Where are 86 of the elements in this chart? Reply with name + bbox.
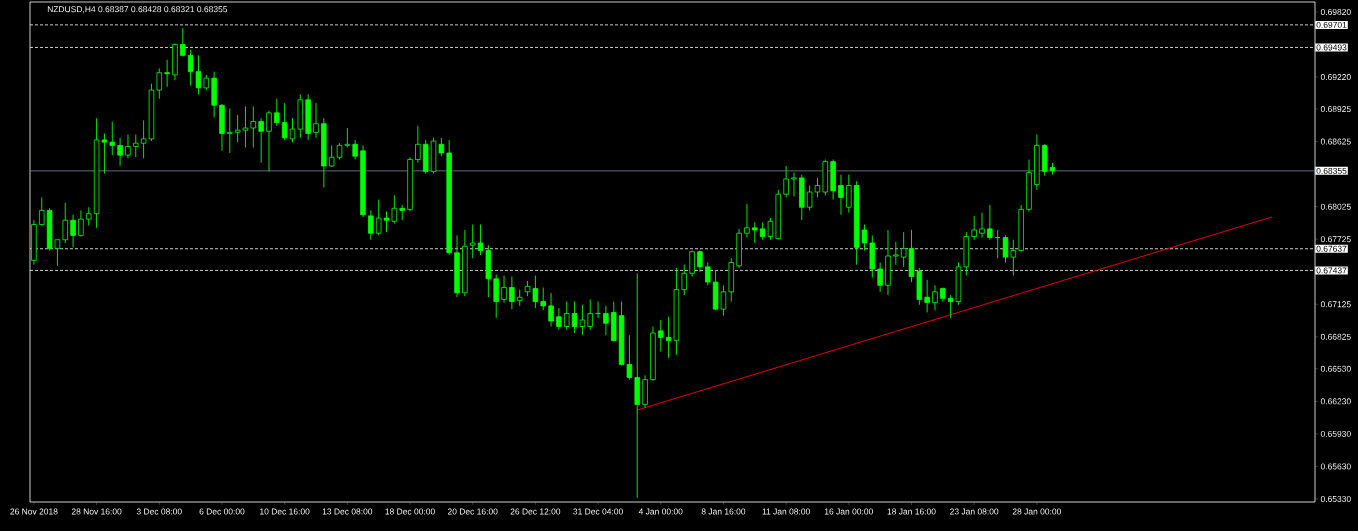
candlestick xyxy=(62,202,69,244)
y-tick-label: 0.66530 xyxy=(1320,365,1351,372)
chart-title: NZDUSD,H4 0.68387 0.68428 0.68321 0.68355 xyxy=(47,6,228,14)
ref-line-label: 0.69493 xyxy=(1316,44,1347,51)
candlestick xyxy=(548,292,554,327)
candlestick xyxy=(313,102,319,139)
candlestick xyxy=(415,125,421,164)
y-tick-label: 0.66825 xyxy=(1320,333,1351,340)
candlestick xyxy=(987,204,993,241)
x-tick-label: 26 Nov 2018 xyxy=(10,508,58,515)
candlestick xyxy=(375,199,382,236)
candlestick xyxy=(180,27,186,57)
candlestick xyxy=(133,134,139,158)
x-tick-label: 23 Jan 08:00 xyxy=(950,508,999,515)
candlestick xyxy=(932,284,938,311)
candlestick xyxy=(227,108,233,154)
candlestick xyxy=(70,214,76,248)
candlestick xyxy=(509,276,515,310)
x-tick-label: 10 Dec 16:00 xyxy=(260,508,310,515)
candlestick xyxy=(979,212,985,239)
candlestick xyxy=(164,59,170,88)
candlestick xyxy=(556,307,562,331)
candlestick xyxy=(368,210,374,241)
candlestick xyxy=(705,262,711,286)
x-tick-label: 31 Dec 04:00 xyxy=(573,508,623,515)
x-tick-label: 16 Jan 00:00 xyxy=(824,508,873,515)
x-tick-label: 4 Jan 00:00 xyxy=(638,508,683,515)
candlestick xyxy=(603,305,609,336)
y-tick-label: 0.69220 xyxy=(1320,74,1351,81)
candlestick xyxy=(250,105,257,148)
x-tick-label: 3 Dec 08:00 xyxy=(136,508,182,515)
candlestick xyxy=(117,137,123,167)
y-tick-label: 0.68025 xyxy=(1320,203,1351,210)
candlestick xyxy=(125,134,131,159)
candlestick xyxy=(689,250,695,278)
candlestick xyxy=(752,221,758,244)
candlestick xyxy=(540,287,546,311)
candlestick xyxy=(39,196,45,227)
x-tick-label: 28 Jan 00:00 xyxy=(1012,508,1061,515)
candlestick xyxy=(658,319,664,352)
y-tick-label: 0.67125 xyxy=(1320,301,1351,308)
candlestick xyxy=(791,172,797,197)
y-tick-label: 0.65630 xyxy=(1320,463,1351,470)
y-tick-label: 0.69820 xyxy=(1320,8,1351,15)
candlestick xyxy=(156,67,163,100)
y-tick-label: 0.68625 xyxy=(1320,138,1351,145)
ref-line-label: 0.67637 xyxy=(1316,245,1347,252)
candlestick xyxy=(352,139,358,160)
candlestick xyxy=(109,121,116,156)
ref-line-label: 0.68355 xyxy=(1316,167,1347,174)
y-tick-label: 0.67725 xyxy=(1320,236,1351,243)
candlestick xyxy=(344,127,351,148)
x-tick-label: 28 Nov 16:00 xyxy=(71,508,122,515)
candlestick xyxy=(846,174,852,214)
candlestick xyxy=(893,241,899,266)
candlestick xyxy=(783,165,789,198)
x-tick-label: 26 Dec 12:00 xyxy=(510,508,561,515)
candlestick xyxy=(493,274,499,319)
candlestick xyxy=(86,206,92,227)
x-tick-label: 13 Dec 08:00 xyxy=(322,508,373,515)
y-tick-label: 0.66230 xyxy=(1320,398,1351,405)
y-tick-label: 0.65330 xyxy=(1320,495,1351,502)
candlestick xyxy=(501,275,507,304)
candlestick xyxy=(838,174,844,216)
candlestick xyxy=(587,298,593,331)
x-tick-label: 6 Dec 00:00 xyxy=(199,508,245,515)
x-tick-label: 20 Dec 16:00 xyxy=(447,508,498,515)
x-tick-label: 11 Jan 08:00 xyxy=(762,508,810,515)
candlestick xyxy=(681,264,688,296)
candlestick xyxy=(266,110,272,172)
x-tick-label: 18 Dec 00:00 xyxy=(385,508,435,515)
candlestick xyxy=(877,262,883,293)
y-tick-label: 0.68925 xyxy=(1320,106,1351,113)
x-tick-label: 8 Jan 16:00 xyxy=(701,508,746,515)
candlestick xyxy=(924,279,930,313)
x-tick-label: 18 Jan 16:00 xyxy=(887,508,936,515)
candlestick xyxy=(258,117,264,164)
ref-line-label: 0.67437 xyxy=(1316,267,1347,274)
candlestick xyxy=(744,203,750,239)
candlestick xyxy=(971,215,977,241)
candlestick xyxy=(78,210,84,237)
candlestick xyxy=(563,301,570,331)
y-tick-label: 0.65930 xyxy=(1320,430,1351,437)
candlestick xyxy=(469,224,476,259)
candlestick xyxy=(274,98,280,127)
ref-line-label: 0.69701 xyxy=(1316,21,1347,28)
